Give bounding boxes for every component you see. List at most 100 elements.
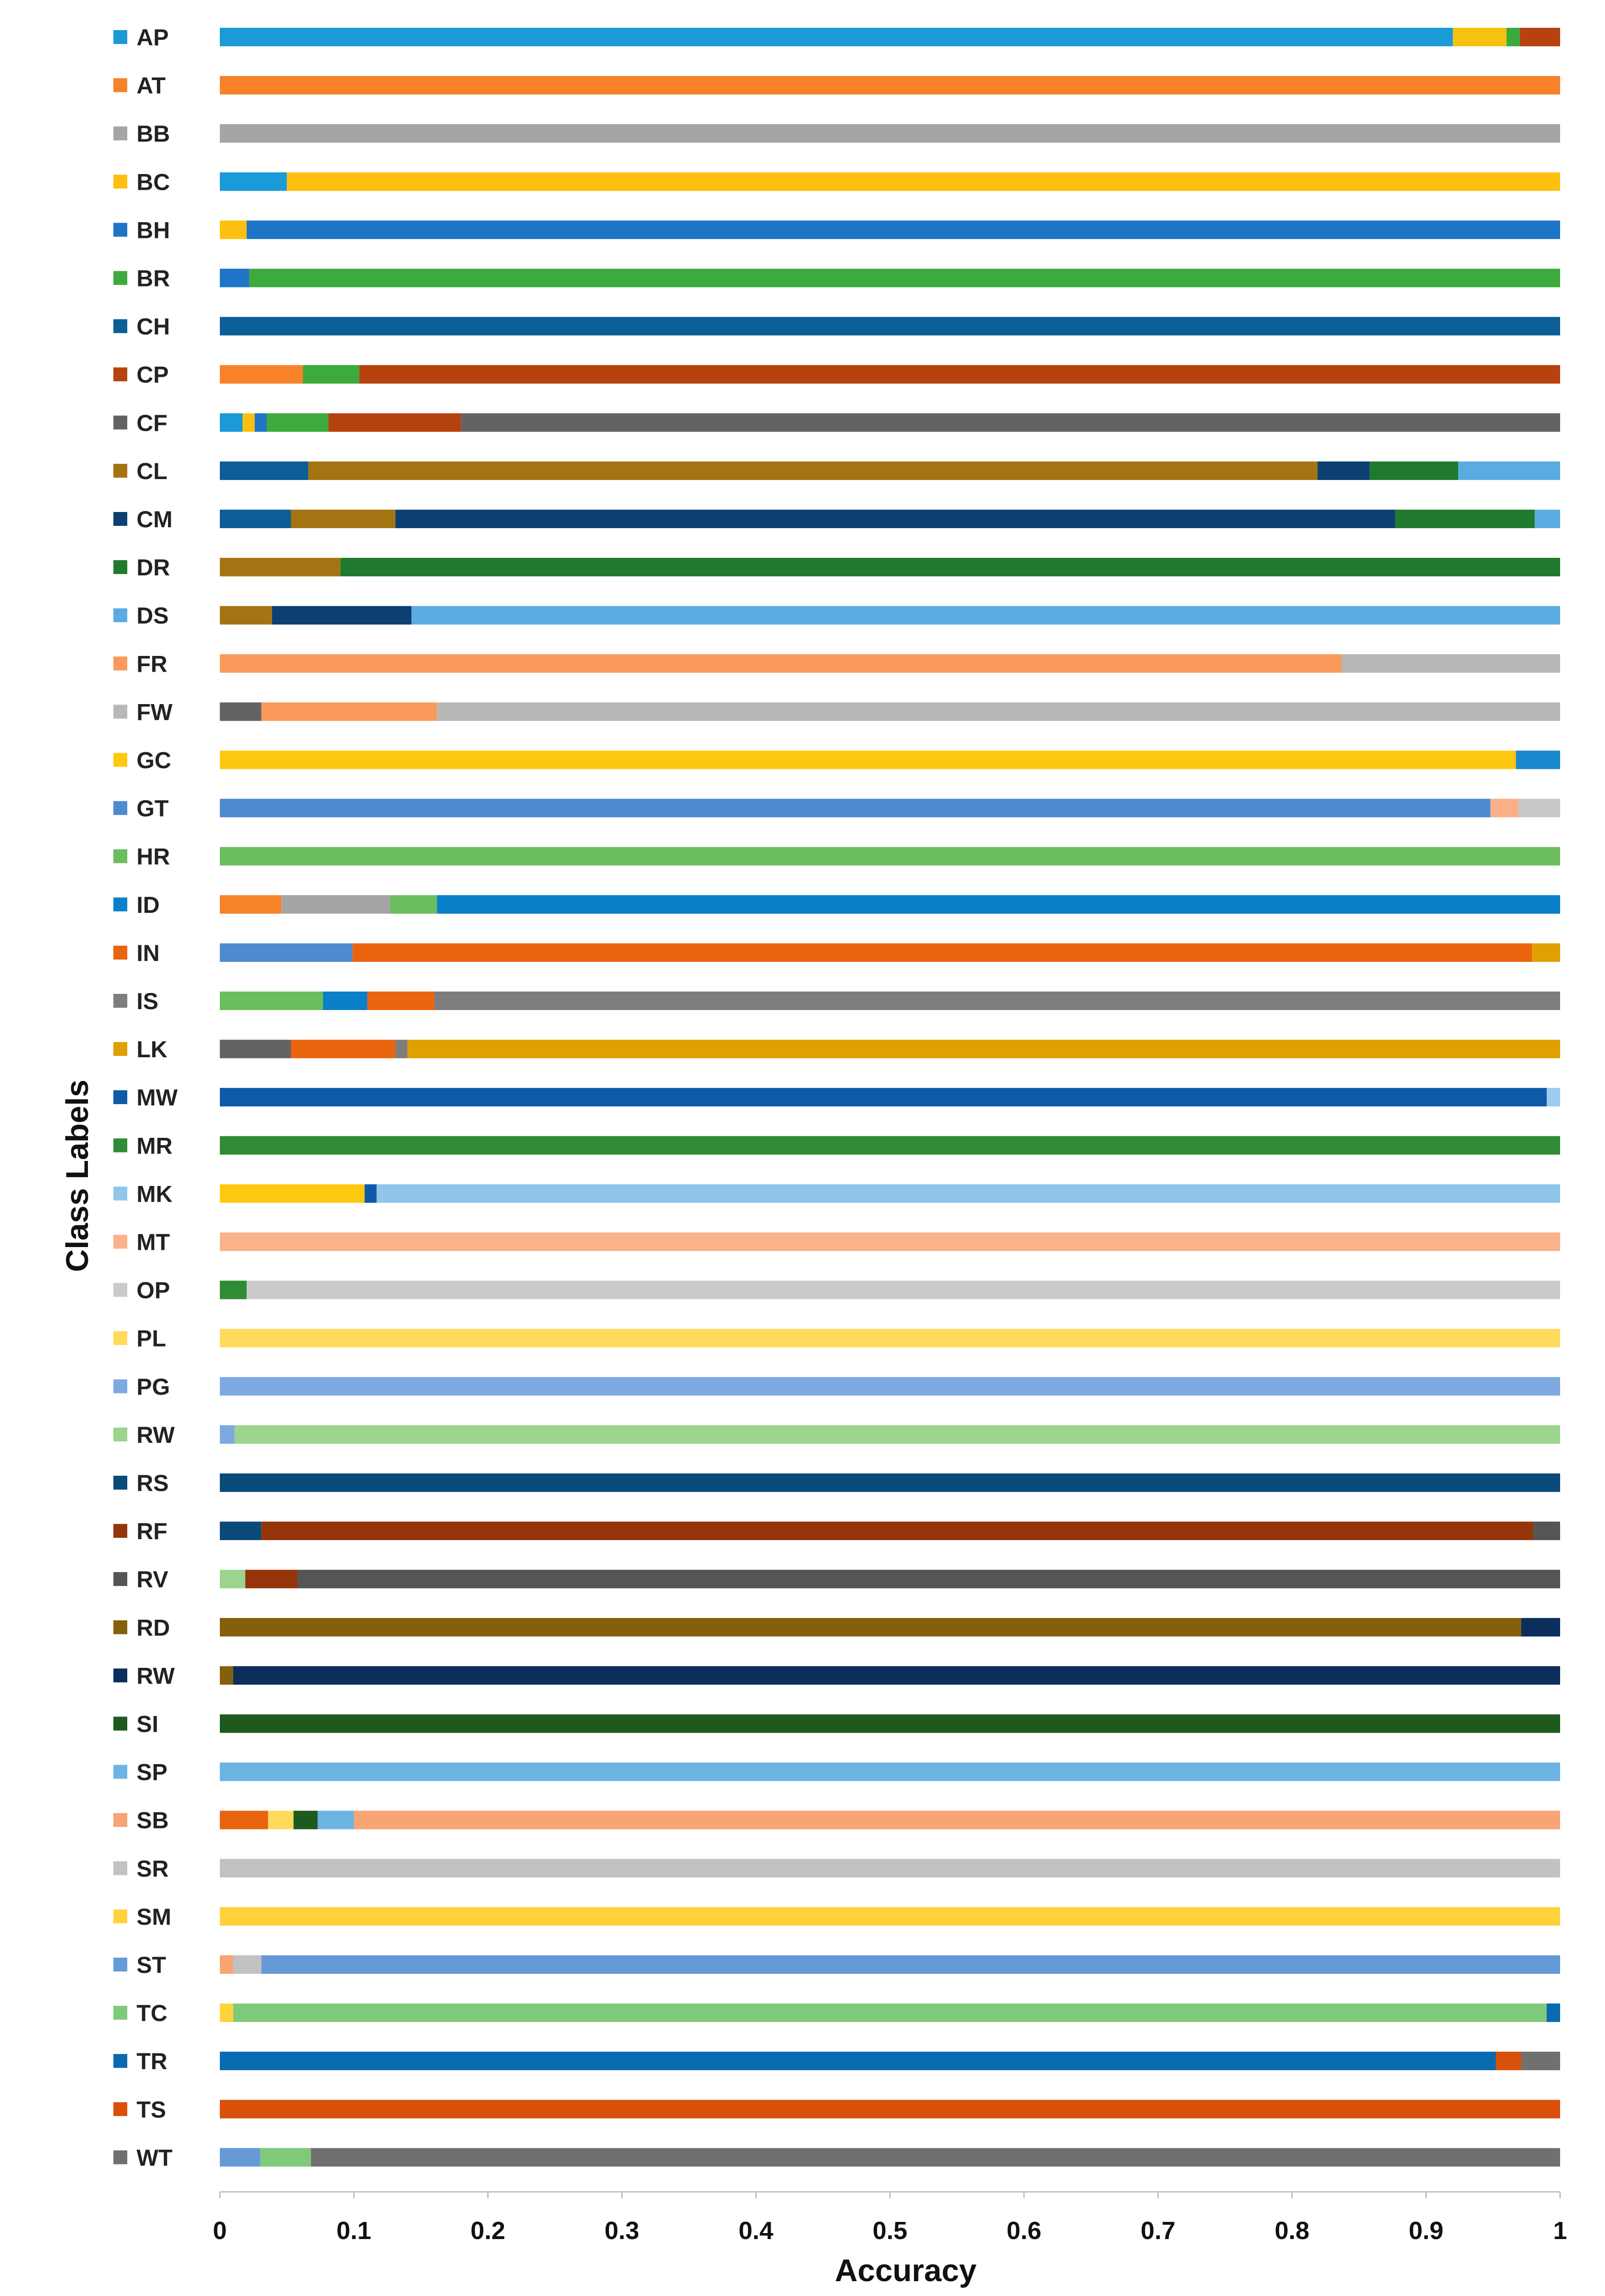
class-label: MR	[137, 1133, 173, 1159]
bar-segment	[1547, 2003, 1560, 2022]
bar-segment	[308, 461, 1318, 480]
class-label: FR	[137, 651, 168, 677]
legend-item: TS	[113, 2096, 166, 2122]
bar-segment	[1520, 28, 1560, 46]
class-label: BH	[137, 217, 170, 243]
legend-swatch	[113, 415, 127, 430]
class-label: CH	[137, 314, 170, 340]
class-label: RS	[137, 1470, 168, 1496]
legend-item: ST	[113, 1952, 166, 1978]
legend-item: SR	[113, 1856, 168, 1882]
legend-item: GT	[113, 796, 168, 822]
bar-row-cf	[220, 413, 1560, 432]
bar-segment	[1547, 1088, 1560, 1107]
legend-item: SI	[113, 1711, 158, 1737]
bar-row-fw	[220, 702, 1561, 721]
bar-row-rw	[220, 1666, 1561, 1685]
legend-swatch	[113, 1379, 127, 1393]
bar-segment	[246, 1280, 1561, 1299]
bar-row-cm	[220, 510, 1560, 528]
legend-swatch	[113, 2006, 127, 2020]
bar-segment	[255, 413, 267, 432]
x-tick-label: 0.3	[604, 2217, 639, 2245]
class-label: AT	[137, 73, 166, 99]
bar-segment	[220, 2003, 233, 2022]
x-tick-label: 0.5	[872, 2217, 907, 2245]
class-label: TS	[137, 2096, 166, 2122]
bar-row-ap	[220, 28, 1560, 46]
bar-segment	[376, 1184, 1560, 1203]
bar-segment	[220, 1088, 1547, 1107]
bar-segment	[220, 1859, 1560, 1878]
bar-segment	[220, 1570, 246, 1589]
bar-segment	[286, 172, 1560, 191]
bar-segment	[220, 1810, 268, 1829]
class-label: GC	[137, 748, 171, 774]
bar-segment	[272, 606, 412, 625]
legend-item: IS	[113, 988, 158, 1014]
bar-segment	[245, 1570, 298, 1589]
legend-item: CH	[113, 314, 170, 340]
bar-segment	[220, 1522, 261, 1541]
bar-segment	[220, 1184, 365, 1203]
legend-swatch	[113, 560, 127, 574]
legend-item: RF	[113, 1518, 168, 1544]
class-label: WT	[137, 2145, 173, 2171]
bar-row-sm	[220, 1907, 1560, 1926]
x-tick-label: 0.4	[739, 2217, 773, 2245]
bar-segment	[220, 413, 243, 432]
legend-item: WT	[113, 2145, 173, 2171]
class-label: MT	[137, 1229, 170, 1255]
legend-item: RW	[113, 1422, 175, 1448]
legend-item: IN	[113, 940, 160, 966]
legend-swatch	[113, 849, 127, 863]
bar-segment	[267, 413, 329, 432]
legend-swatch	[113, 1235, 127, 1249]
legend-swatch	[113, 897, 127, 911]
bar-segment	[352, 943, 1532, 962]
bar-segment	[395, 510, 1395, 528]
bar-area	[220, 28, 1561, 2167]
bar-segment	[220, 2100, 1560, 2119]
class-label: BR	[137, 266, 170, 292]
bar-segment	[233, 1955, 261, 1974]
class-label: SM	[137, 1904, 171, 1930]
x-tick-label: 0.7	[1141, 2217, 1176, 2245]
bar-segment	[303, 365, 360, 384]
legend-item: GC	[113, 748, 171, 774]
bar-segment	[395, 1040, 408, 1059]
legend-swatch	[113, 1716, 127, 1731]
bar-segment	[407, 1040, 1561, 1059]
legend-item: FR	[113, 651, 168, 677]
class-label: PG	[137, 1374, 170, 1400]
legend-swatch	[113, 1427, 127, 1441]
bar-segment	[291, 1040, 396, 1059]
legend-swatch	[113, 656, 127, 671]
legend-item: SB	[113, 1808, 168, 1834]
bar-segment	[437, 895, 1561, 914]
bar-row-ts	[220, 2100, 1560, 2119]
bar-segment	[220, 1618, 1522, 1637]
bar-segment	[220, 558, 341, 577]
bar-segment	[1395, 510, 1535, 528]
legend-item: CP	[113, 362, 168, 388]
x-tick-label: 0.8	[1275, 2217, 1309, 2245]
bar-segment	[220, 2148, 260, 2167]
legend-swatch	[113, 1042, 127, 1056]
legend-swatch	[113, 1909, 127, 1923]
bar-segment	[220, 847, 1560, 866]
legend-swatch	[113, 126, 127, 141]
bar-segment	[297, 1570, 1560, 1589]
bar-row-lk	[220, 1040, 1561, 1059]
legend-swatch	[113, 223, 127, 237]
legend-swatch	[113, 1331, 127, 1345]
legend-item: OP	[113, 1278, 170, 1304]
x-tick-label: 0.2	[471, 2217, 505, 2245]
class-label: PL	[137, 1326, 166, 1352]
bar-segment	[461, 413, 1560, 432]
bar-row-mw	[220, 1088, 1560, 1107]
bar-segment	[1506, 28, 1520, 46]
class-label: SP	[137, 1759, 168, 1785]
legend-swatch	[113, 2102, 127, 2116]
bar-row-dr	[220, 558, 1560, 577]
